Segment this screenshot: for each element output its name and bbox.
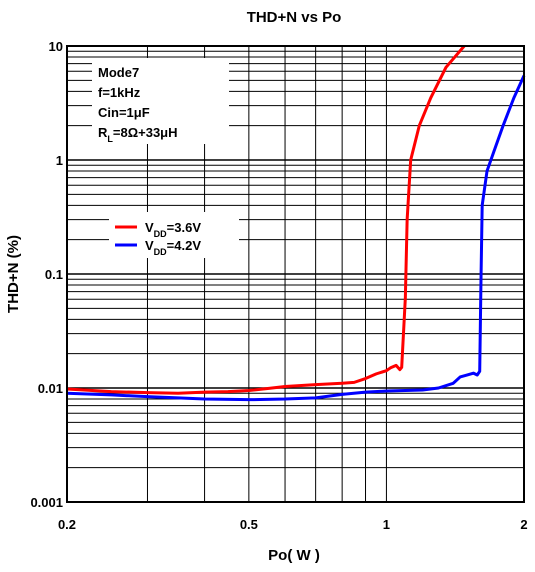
y-tick-label: 0.001 [30, 495, 63, 510]
y-tick-label: 0.1 [45, 267, 63, 282]
series-line-4v2 [66, 74, 526, 402]
plot-frame [66, 45, 525, 503]
y-tick-label: 10 [49, 39, 63, 54]
tick-labels: 0.2 0.5 1 2 0.001 0.01 0.1 1 10 [30, 39, 527, 532]
series-line-3v6 [66, 45, 466, 395]
plot-series [66, 45, 526, 402]
condition-load: RL=8Ω+33μH [98, 125, 178, 144]
condition-mode: Mode7 [98, 65, 139, 80]
y-tick-label: 0.01 [38, 381, 63, 396]
legend: VDD=3.6V VDD=4.2V [109, 212, 239, 258]
y-tick-label: 1 [56, 153, 63, 168]
legend-background [109, 212, 239, 258]
y-axis-label: THD+N (%) [5, 235, 22, 313]
condition-cin: Cin=1μF [98, 105, 150, 120]
chart-title: THD+N vs Po [247, 9, 342, 26]
x-tick-label: 0.2 [58, 517, 76, 532]
conditions-box-background [92, 58, 229, 144]
grid-lines [67, 46, 525, 502]
x-axis-label: Po( W ) [268, 547, 320, 564]
x-tick-label: 0.5 [240, 517, 258, 532]
conditions-box: Mode7 f=1kHz Cin=1μF RL=8Ω+33μH [92, 58, 229, 144]
x-tick-label: 1 [383, 517, 390, 532]
x-tick-label: 2 [520, 517, 527, 532]
condition-frequency: f=1kHz [98, 85, 141, 100]
